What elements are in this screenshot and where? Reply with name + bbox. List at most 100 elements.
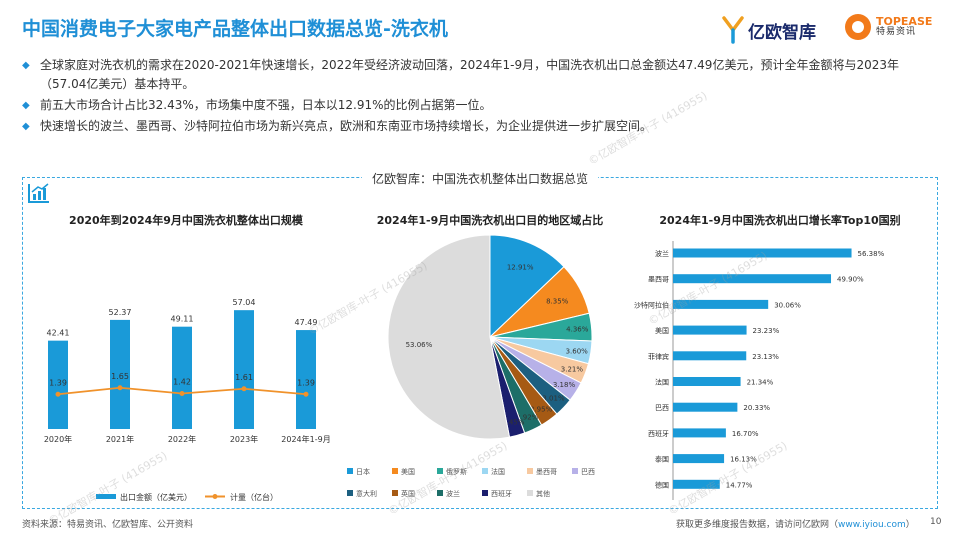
- destination-pie-chart: 12.91% 8.35% 4.36% 3.60% 3.21% 3.18% 3.01% 2.95…: [347, 234, 595, 498]
- bar-value-label: 47.49: [295, 318, 318, 327]
- x-tick-label: 2021年: [106, 434, 134, 444]
- pie-legend-label: 英国: [401, 489, 415, 498]
- pie-legend-swatch: [482, 490, 488, 496]
- hbar-category-label: 波兰: [655, 249, 669, 258]
- hbar-0: [673, 248, 852, 258]
- frame-title: 亿欧智库：中国洗衣机整体出口数据总览: [0, 170, 960, 187]
- yiou-logo: 亿欧智库: [722, 15, 816, 45]
- line-value-label: 1.39: [49, 378, 67, 387]
- bullet-text: 快速增长的波兰、墨西哥、沙特阿拉伯市场为新兴亮点，欧洲和东南亚市场持续增长，为企…: [40, 119, 653, 133]
- hbar-category-label: 墨西哥: [648, 276, 669, 284]
- source-note: 资料来源：特易资讯、亿欧智库、公开资料: [22, 520, 194, 530]
- bullet-item: ◆ 前五大市场合计占比32.43%，市场集中度不强，日本以12.91%的比例占据…: [22, 96, 942, 115]
- bar-0: [48, 340, 68, 429]
- hbar-6: [673, 402, 738, 412]
- yiou-logo-icon: [722, 16, 744, 44]
- line-value-label: 1.39: [297, 378, 315, 387]
- yiou-logo-text: 亿欧智库: [748, 22, 816, 43]
- hbar-category-label: 美国: [655, 326, 669, 335]
- pie-legend-label: 其他: [536, 489, 550, 498]
- line-point-0: [55, 391, 61, 397]
- hbar-value-label: 20.33%: [743, 404, 770, 412]
- hbar-value-label: 23.23%: [753, 327, 780, 335]
- legend-bar-swatch: [96, 494, 116, 499]
- bar-value-label: 49.11: [171, 315, 194, 324]
- pie-legend-label: 意大利: [356, 489, 377, 498]
- pie-slice-label: 3.01%: [542, 395, 565, 403]
- bar-value-label: 57.04: [233, 298, 256, 307]
- page-number: 10: [930, 517, 942, 527]
- pie-legend-label: 日本: [356, 467, 370, 476]
- pie-slice-label: 8.35%: [546, 298, 569, 306]
- pie-slice-label: 3.60%: [566, 347, 589, 355]
- hbar-value-label: 30.06%: [774, 301, 801, 309]
- legend-line-marker: [212, 494, 218, 499]
- hbar-2: [673, 299, 769, 309]
- pie-legend-swatch: [392, 490, 398, 496]
- pie-legend-label: 俄罗斯: [446, 467, 467, 476]
- pie-slice-label: 4.36%: [566, 325, 589, 333]
- pie-slice-label: 53.06%: [406, 341, 433, 349]
- x-tick-label: 2024年1-9月: [281, 434, 330, 444]
- topease-logo: TOPEASE 特易资讯: [845, 14, 932, 40]
- pie-legend-label: 墨西哥: [536, 468, 557, 476]
- hbar-value-label: 23.13%: [752, 353, 779, 361]
- bar-2: [172, 326, 192, 429]
- footer-link[interactable]: www.iyiou.com: [838, 520, 906, 530]
- bar-value-label: 52.37: [109, 308, 132, 317]
- pie-slice-label: 2.45%: [502, 419, 525, 427]
- hbar-category-label: 沙特阿拉伯: [634, 300, 669, 309]
- diamond-icon: ◆: [22, 100, 30, 111]
- line-value-label: 1.65: [111, 372, 129, 381]
- hbar-7: [673, 428, 726, 438]
- hbar-value-label: 56.38%: [858, 250, 885, 258]
- footer-more: 获取更多维度报告数据，请访问亿欧网（www.iyiou.com）: [676, 517, 915, 530]
- pie-chart-title: 2024年1-9月中国洗衣机出口目的地区域占比: [376, 214, 604, 227]
- pie-legend-label: 法国: [491, 467, 505, 476]
- hbar-category-label: 泰国: [655, 455, 669, 464]
- legend-line-label: 计量（亿台）: [230, 492, 278, 502]
- summary-bullets: ◆ 全球家庭对洗衣机的需求在2020-2021年快速增长，2022年受经济波动回…: [22, 56, 942, 138]
- pie-legend-swatch: [437, 490, 443, 496]
- pie-legend-swatch: [347, 468, 353, 474]
- bar-chart-title: 2020年到2024年9月中国洗衣机整体出口规模: [69, 214, 303, 227]
- hbar-value-label: 49.90%: [837, 276, 864, 284]
- diamond-icon: ◆: [22, 60, 30, 71]
- line-point-1: [117, 385, 123, 391]
- hbar-4: [673, 351, 747, 361]
- hbar-category-label: 菲律宾: [648, 352, 669, 361]
- pie-legend-label: 巴西: [581, 468, 595, 476]
- hbar-value-label: 14.77%: [726, 481, 753, 489]
- footer-more-end: ）: [905, 520, 915, 530]
- hbar-value-label: 21.34%: [747, 379, 774, 387]
- chart-icon: [28, 183, 49, 203]
- page-title: 中国消费电子大家电产品整体出口数据总览-洗衣机: [22, 18, 448, 40]
- hbar-1: [673, 274, 832, 284]
- hbar-5: [673, 377, 741, 386]
- hbar-8: [673, 454, 725, 464]
- bullet-text: 前五大市场合计占比32.43%，市场集中度不强，日本以12.91%的比例占据第一…: [40, 98, 492, 112]
- pie-legend-label: 波兰: [446, 489, 460, 498]
- pie-legend-swatch: [347, 490, 353, 496]
- bullet-item: ◆ 全球家庭对洗衣机的需求在2020-2021年快速增长，2022年受经济波动回…: [22, 56, 942, 94]
- pie-slice-label: 3.18%: [553, 381, 576, 389]
- pie-slice-0: [489, 234, 565, 339]
- diamond-icon: ◆: [22, 121, 30, 132]
- x-tick-label: 2020年: [44, 434, 72, 444]
- hbar-category-label: 德国: [655, 480, 669, 489]
- hbar-category-label: 西班牙: [648, 429, 669, 438]
- line-point-4: [303, 391, 309, 397]
- pie-slice-label: 2.95%: [530, 405, 553, 413]
- topease-logo-cn: 特易资讯: [876, 27, 917, 38]
- hbar-3: [673, 325, 747, 335]
- pie-slice-label: 2.92%: [516, 413, 539, 421]
- bar-value-label: 42.41: [47, 329, 70, 338]
- growth-top10-chart: 波兰 56.38% 墨西哥 49.90% 沙特阿拉伯 30.06% 美国 23.23% 菲律宾 2…: [634, 241, 885, 500]
- pie-legend-swatch: [527, 468, 533, 474]
- hbar-value-label: 16.13%: [730, 456, 757, 464]
- footer-more-text: 获取更多维度报告数据，请访问亿欧网（: [676, 520, 839, 530]
- bar-3: [234, 310, 254, 429]
- bullet-text: 全球家庭对洗衣机的需求在2020-2021年快速增长，2022年受经济波动回落，…: [40, 58, 899, 91]
- export-scale-chart: 42.41 2020年 52.37 2021年 49.11 2022年 57.04 2023年…: [44, 298, 330, 502]
- topease-logo-icon: [845, 14, 871, 40]
